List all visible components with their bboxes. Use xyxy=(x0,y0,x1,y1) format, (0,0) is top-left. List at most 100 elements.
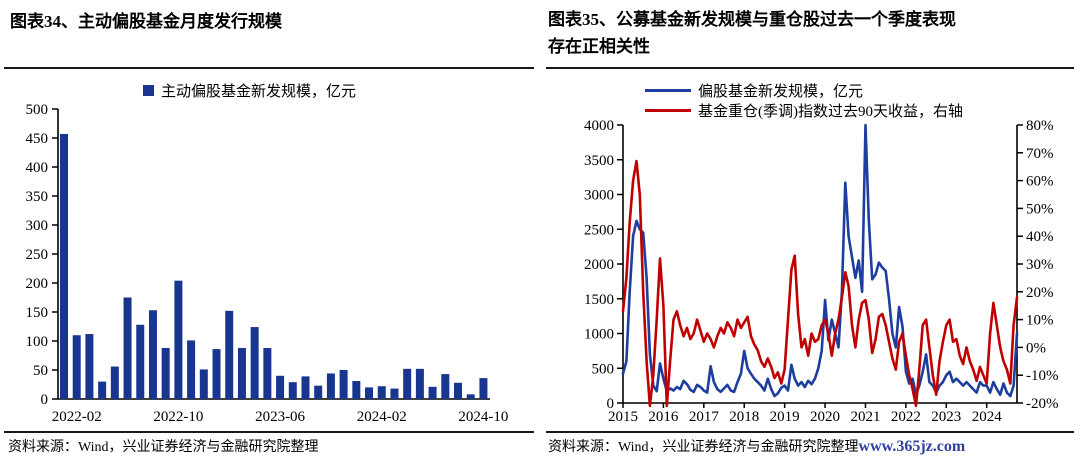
bar xyxy=(326,373,335,399)
left-y-tick-label: 3500 xyxy=(584,153,614,169)
legend-label-bar: 主动偏股基金新发规模，亿元 xyxy=(161,84,357,100)
bar xyxy=(199,369,208,399)
title-divider-right xyxy=(546,67,1074,69)
bar xyxy=(377,386,386,399)
right-y-tick-label: 70% xyxy=(1026,146,1054,162)
bar xyxy=(161,347,170,399)
bar xyxy=(187,340,196,399)
right-y-tick-label: 40% xyxy=(1026,229,1054,245)
footer-divider-right xyxy=(546,431,1074,433)
y-tick-label: 400 xyxy=(26,160,49,176)
y-tick-label: 150 xyxy=(26,305,49,321)
x-tick-label: 2020 xyxy=(810,409,840,425)
x-tick-label: 2018 xyxy=(729,409,759,425)
title-divider-left xyxy=(4,67,534,69)
bar xyxy=(148,310,157,399)
bar xyxy=(60,133,68,399)
x-tick-label: 2019 xyxy=(770,409,800,425)
y-tick-label: 250 xyxy=(26,247,49,263)
watermark-link[interactable]: www.365jz.com xyxy=(858,438,966,455)
right-y-tick-label: 10% xyxy=(1026,313,1054,329)
bar xyxy=(454,382,463,399)
source-note-left: 资料来源：Wind，兴业证券经济与金融研究院整理 xyxy=(8,440,319,455)
bar xyxy=(110,366,119,399)
bar xyxy=(314,385,323,399)
bar xyxy=(352,381,361,399)
figure-34-title: 图表34、主动偏股基金月度发行规模 xyxy=(10,12,282,31)
bar xyxy=(466,394,475,399)
blue-series-line xyxy=(621,123,1019,398)
bar xyxy=(479,378,488,399)
bar xyxy=(174,280,183,399)
y-tick-label: 50 xyxy=(33,363,48,379)
bar xyxy=(237,347,246,399)
bar xyxy=(98,381,107,399)
bar xyxy=(225,310,234,399)
bar xyxy=(85,334,94,399)
bar-chart-legend: 主动偏股基金新发规模，亿元 xyxy=(143,80,356,101)
figure-35-title: 图表35、公募基金新发规模与重仓股过去一个季度表现 存在正相关性 xyxy=(548,6,1068,60)
x-tick-label: 2024 xyxy=(972,409,1003,425)
source-text-right: 资料来源：Wind，兴业证券经济与金融研究院整理 xyxy=(548,440,859,455)
y-tick-label: 100 xyxy=(26,334,49,350)
right-y-tick-label: -10% xyxy=(1026,368,1059,384)
x-tick-label: 2015 xyxy=(608,409,638,425)
x-tick-label: 2016 xyxy=(648,409,679,425)
y-tick-label: 450 xyxy=(26,131,49,147)
legend-label-red: 基金重仓(季调)指数过去90天收益，右轴 xyxy=(698,104,963,120)
x-tick-label: 2023-06 xyxy=(255,409,305,425)
figure-35-title-line2: 存在正相关性 xyxy=(548,37,650,56)
bar xyxy=(441,374,450,399)
left-y-tick-label: 4000 xyxy=(584,118,614,134)
right-y-tick-label: -20% xyxy=(1026,396,1059,412)
bar xyxy=(288,382,297,399)
x-tick-label: 2022-10 xyxy=(153,409,203,425)
bar xyxy=(403,368,412,399)
bar xyxy=(428,386,437,399)
bar xyxy=(390,388,399,399)
right-y-tick-label: 30% xyxy=(1026,257,1054,273)
x-tick-label: 2022-02 xyxy=(52,409,102,425)
bar xyxy=(339,370,348,399)
line-chart-legend-blue: 偏股基金新发规模，亿元 xyxy=(645,80,863,101)
x-tick-label: 2024-10 xyxy=(458,409,508,425)
bar xyxy=(123,297,132,399)
bar xyxy=(250,327,259,399)
left-y-tick-label: 0 xyxy=(607,396,615,412)
dual-axis-line-chart: 0 500 1000 1500 2000 2500 3000 3500 4000 -20% -10%… xyxy=(584,118,1059,425)
footer-divider-left xyxy=(4,431,534,433)
x-tick-label: 2024-02 xyxy=(357,409,407,425)
y-tick-label: 200 xyxy=(26,276,49,292)
legend-square-marker xyxy=(143,85,154,96)
right-y-tick-label: 20% xyxy=(1026,285,1054,301)
right-y-tick-label: 60% xyxy=(1026,174,1054,190)
left-y-tick-label: 1500 xyxy=(584,292,614,308)
x-tick-label: 2017 xyxy=(689,409,720,425)
x-tick-label: 2021 xyxy=(850,409,880,425)
bar xyxy=(301,376,310,399)
left-y-tick-label: 2000 xyxy=(584,257,614,273)
bar xyxy=(263,347,272,399)
source-note-right: 资料来源：Wind，兴业证券经济与金融研究院整理www.365jz.com xyxy=(548,436,965,456)
y-tick-label: 500 xyxy=(26,102,49,118)
bar xyxy=(415,368,424,399)
x-tick-label: 2022 xyxy=(891,409,921,425)
right-y-tick-label: 0% xyxy=(1026,340,1046,356)
x-tick-label: 2023 xyxy=(931,409,961,425)
bar xyxy=(212,349,221,399)
legend-label-blue: 偏股基金新发规模，亿元 xyxy=(698,84,864,100)
line-chart-legend-red: 基金重仓(季调)指数过去90天收益，右轴 xyxy=(645,100,963,121)
left-y-tick-label: 3000 xyxy=(584,188,614,204)
y-tick-label: 0 xyxy=(41,392,49,408)
bar-chart: 0 50 100 150 200 250 300 350 400 450 500 2022-02 202… xyxy=(26,102,509,425)
left-y-tick-label: 1000 xyxy=(584,327,614,343)
bar xyxy=(136,324,145,399)
right-y-tick-label: 50% xyxy=(1026,201,1054,217)
red-series-line xyxy=(621,159,1019,408)
figure-35-title-line1: 图表35、公募基金新发规模与重仓股过去一个季度表现 xyxy=(548,10,956,29)
left-y-tick-label: 2500 xyxy=(584,222,614,238)
bar xyxy=(72,335,81,399)
y-tick-label: 300 xyxy=(26,218,49,234)
legend-line-marker-red xyxy=(645,109,691,112)
